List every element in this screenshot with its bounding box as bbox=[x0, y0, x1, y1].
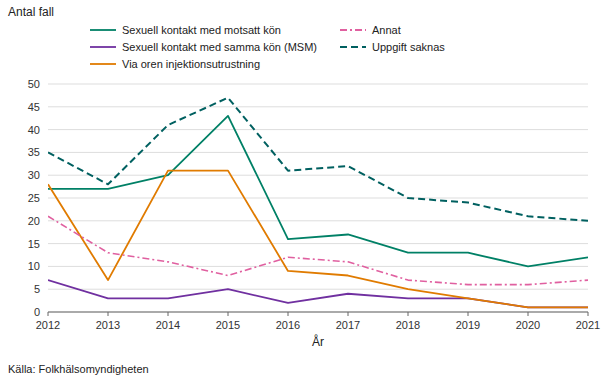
legend: Sexuell kontakt med motsatt kön Sexuell k… bbox=[90, 24, 445, 70]
y-tick-label: 35 bbox=[28, 146, 40, 158]
source: Källa: Folkhälsomyndigheten bbox=[8, 363, 149, 375]
x-tick bbox=[408, 312, 409, 316]
y-tick-label: 45 bbox=[28, 101, 40, 113]
x-tick-label: 2013 bbox=[96, 319, 120, 331]
grid-line bbox=[48, 106, 588, 107]
y-tick-label: 20 bbox=[28, 215, 40, 227]
series-line bbox=[48, 171, 588, 308]
lines bbox=[48, 98, 588, 308]
x-tick bbox=[468, 312, 469, 316]
legend-label: Via oren injektionsutrustning bbox=[122, 58, 260, 70]
x-tick-label: 2021 bbox=[576, 319, 600, 331]
x-tick bbox=[588, 312, 589, 316]
legend-swatch bbox=[90, 29, 116, 31]
x-tick bbox=[228, 312, 229, 316]
x-tick-label: 2016 bbox=[276, 319, 300, 331]
x-tick-label: 2018 bbox=[396, 319, 420, 331]
x-tick-label: 2014 bbox=[156, 319, 180, 331]
x-tick bbox=[528, 312, 529, 316]
x-tick-label: 2019 bbox=[456, 319, 480, 331]
y-axis-label: Antal fall bbox=[8, 5, 54, 19]
legend-label: Uppgift saknas bbox=[372, 41, 445, 53]
grid-line bbox=[48, 266, 588, 267]
grid-line bbox=[48, 312, 588, 313]
grid-line bbox=[48, 175, 588, 176]
x-tick bbox=[48, 312, 49, 316]
y-tick-label: 50 bbox=[28, 78, 40, 90]
x-tick-label: 2017 bbox=[336, 319, 360, 331]
y-tick-label: 0 bbox=[34, 306, 40, 318]
series-line bbox=[48, 216, 588, 284]
x-tick bbox=[168, 312, 169, 316]
grid-line bbox=[48, 289, 588, 290]
y-tick-label: 10 bbox=[28, 260, 40, 272]
y-tick-label: 40 bbox=[28, 124, 40, 136]
x-tick-label: 2012 bbox=[36, 319, 60, 331]
x-tick-label: 2020 bbox=[516, 319, 540, 331]
legend-swatch bbox=[340, 29, 366, 31]
legend-swatch bbox=[340, 46, 366, 48]
legend-swatch bbox=[90, 63, 116, 65]
legend-label: Sexuell kontakt med motsatt kön bbox=[122, 24, 281, 36]
x-tick bbox=[288, 312, 289, 316]
grid-line bbox=[48, 198, 588, 199]
chart: 0 5 10 15 20 25 30 35 40 45 50 2012 2013 2014 2015 2016… bbox=[0, 0, 605, 379]
x-tick bbox=[108, 312, 109, 316]
y-tick-label: 25 bbox=[28, 192, 40, 204]
x-tick-label: 2015 bbox=[216, 319, 240, 331]
grid-line bbox=[48, 84, 588, 85]
x-axis-line bbox=[48, 312, 588, 313]
grid-line bbox=[48, 129, 588, 130]
legend-swatch bbox=[90, 46, 116, 48]
x-tick bbox=[348, 312, 349, 316]
series-line bbox=[48, 116, 588, 266]
grid-line bbox=[48, 152, 588, 153]
series-line bbox=[48, 98, 588, 221]
y-tick-label: 30 bbox=[28, 169, 40, 181]
y-tick-label: 5 bbox=[34, 283, 40, 295]
legend-label: Annat bbox=[372, 24, 401, 36]
grid-line bbox=[48, 220, 588, 221]
series-line bbox=[48, 280, 588, 307]
legend-label: Sexuell kontakt med samma kön (MSM) bbox=[122, 41, 317, 53]
x-axis-label: År bbox=[312, 334, 324, 349]
y-tick-label: 15 bbox=[28, 238, 40, 250]
